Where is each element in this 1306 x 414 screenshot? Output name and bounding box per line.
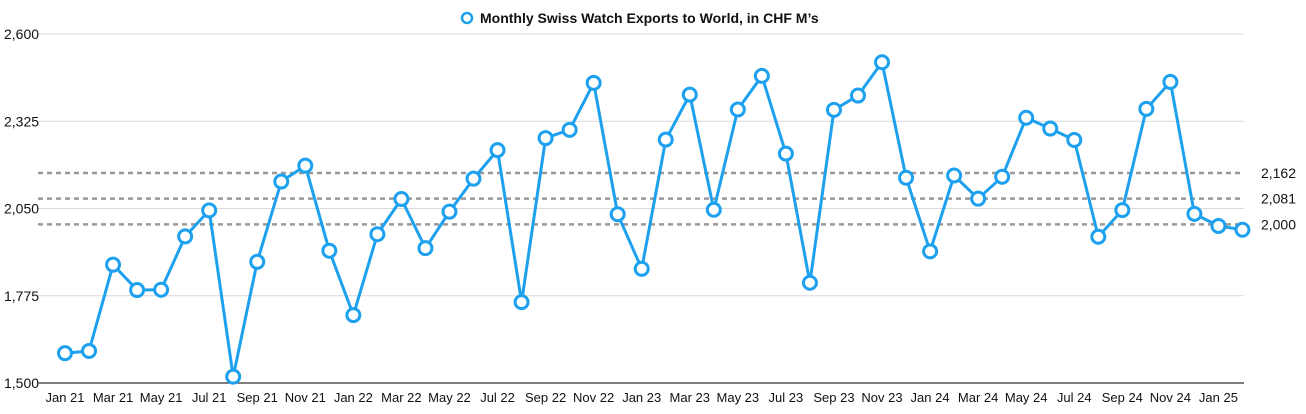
data-point xyxy=(1066,131,1083,148)
data-point xyxy=(513,294,530,311)
x-tick-label: Sep 21 xyxy=(237,390,278,405)
data-point xyxy=(922,243,939,260)
data-point xyxy=(537,130,554,147)
data-point xyxy=(321,242,338,259)
y-tick-label: 1,775 xyxy=(4,288,39,304)
data-point xyxy=(465,170,482,187)
reference-lines: 2,162 2,081 2,000 xyxy=(38,165,1296,232)
x-tick-label: Sep 23 xyxy=(813,390,854,405)
data-point xyxy=(994,168,1011,185)
x-tick-label: May 23 xyxy=(717,390,760,405)
x-tick-label: Jan 24 xyxy=(911,390,950,405)
x-tick-label: Mar 23 xyxy=(670,390,710,405)
data-point xyxy=(1234,221,1251,238)
x-tick-label: May 24 xyxy=(1005,390,1048,405)
data-point xyxy=(1210,217,1227,234)
x-tick-label: Jul 24 xyxy=(1057,390,1092,405)
reference-line-label: 2,162 xyxy=(1261,165,1296,181)
data-point xyxy=(393,190,410,207)
data-point xyxy=(1138,100,1155,117)
data-point xyxy=(1090,228,1107,245)
data-point xyxy=(489,142,506,159)
data-point xyxy=(105,256,122,273)
legend: Monthly Swiss Watch Exports to World, in… xyxy=(460,10,819,26)
y-tick-label: 2,050 xyxy=(4,201,39,217)
data-point xyxy=(1042,120,1059,137)
data-point xyxy=(345,307,362,324)
x-tick-label: Jan 22 xyxy=(334,390,373,405)
y-tick-label: 2,325 xyxy=(4,113,39,129)
data-point xyxy=(729,101,746,118)
x-tick-label: Nov 21 xyxy=(285,390,326,405)
data-point xyxy=(369,226,386,243)
x-tick-label: Mar 24 xyxy=(958,390,998,405)
x-tick-label: Nov 23 xyxy=(861,390,902,405)
x-tick-label: Jul 21 xyxy=(192,390,227,405)
data-point xyxy=(1114,202,1131,219)
data-point xyxy=(177,228,194,245)
series-line xyxy=(64,60,1243,379)
x-tick-label: Nov 22 xyxy=(573,390,614,405)
data-point xyxy=(585,74,602,91)
data-point xyxy=(153,281,170,298)
x-tick-label: Sep 22 xyxy=(525,390,566,405)
data-point xyxy=(874,54,891,71)
x-tick-label: Jan 21 xyxy=(45,390,84,405)
gridlines xyxy=(38,33,1244,297)
data-point xyxy=(657,131,674,148)
x-axis-ticks: Jan 21 Mar 21 May 21 Jul 21 Sep 21 Nov 21 Jan … xyxy=(45,390,1237,405)
data-point xyxy=(681,86,698,103)
data-point xyxy=(753,67,770,84)
data-point xyxy=(1186,205,1203,222)
data-point xyxy=(705,201,722,218)
data-point xyxy=(225,368,242,385)
data-point xyxy=(297,157,314,174)
data-point xyxy=(801,274,818,291)
x-tick-label: Nov 24 xyxy=(1150,390,1191,405)
x-tick-label: Mar 22 xyxy=(381,390,421,405)
data-point xyxy=(249,253,266,270)
data-point xyxy=(57,345,73,362)
data-point xyxy=(201,202,218,219)
data-point xyxy=(825,101,842,118)
x-tick-label: Mar 21 xyxy=(93,390,133,405)
series-line-group xyxy=(57,54,1251,385)
data-point xyxy=(970,190,987,207)
data-point xyxy=(946,167,963,184)
data-point xyxy=(561,121,578,138)
data-point xyxy=(1018,109,1035,126)
x-tick-label: Sep 24 xyxy=(1102,390,1143,405)
reference-line-label: 2,000 xyxy=(1261,216,1296,232)
x-tick-label: Jan 25 xyxy=(1199,390,1238,405)
data-point xyxy=(417,240,434,257)
data-point xyxy=(81,342,98,359)
legend-label: Monthly Swiss Watch Exports to World, in… xyxy=(480,10,819,26)
y-tick-label: 2,600 xyxy=(4,26,39,42)
x-tick-label: Jul 23 xyxy=(769,390,804,405)
data-point xyxy=(849,87,866,104)
legend-marker xyxy=(460,11,474,25)
data-point xyxy=(777,145,794,162)
data-point xyxy=(609,206,626,223)
x-tick-label: May 22 xyxy=(428,390,471,405)
data-point xyxy=(1162,73,1179,90)
x-tick-label: May 21 xyxy=(140,390,183,405)
x-tick-label: Jan 23 xyxy=(622,390,661,405)
data-point xyxy=(898,169,915,186)
y-tick-label: 1,500 xyxy=(4,375,39,391)
reference-line-label: 2,081 xyxy=(1261,191,1296,207)
data-point xyxy=(441,203,458,220)
x-tick-label: Jul 22 xyxy=(480,390,515,405)
y-axis-ticks: 1,500 1,775 2,050 2,325 2,600 xyxy=(4,26,39,391)
data-point xyxy=(129,282,146,299)
data-point xyxy=(633,260,650,277)
data-point xyxy=(273,173,290,190)
